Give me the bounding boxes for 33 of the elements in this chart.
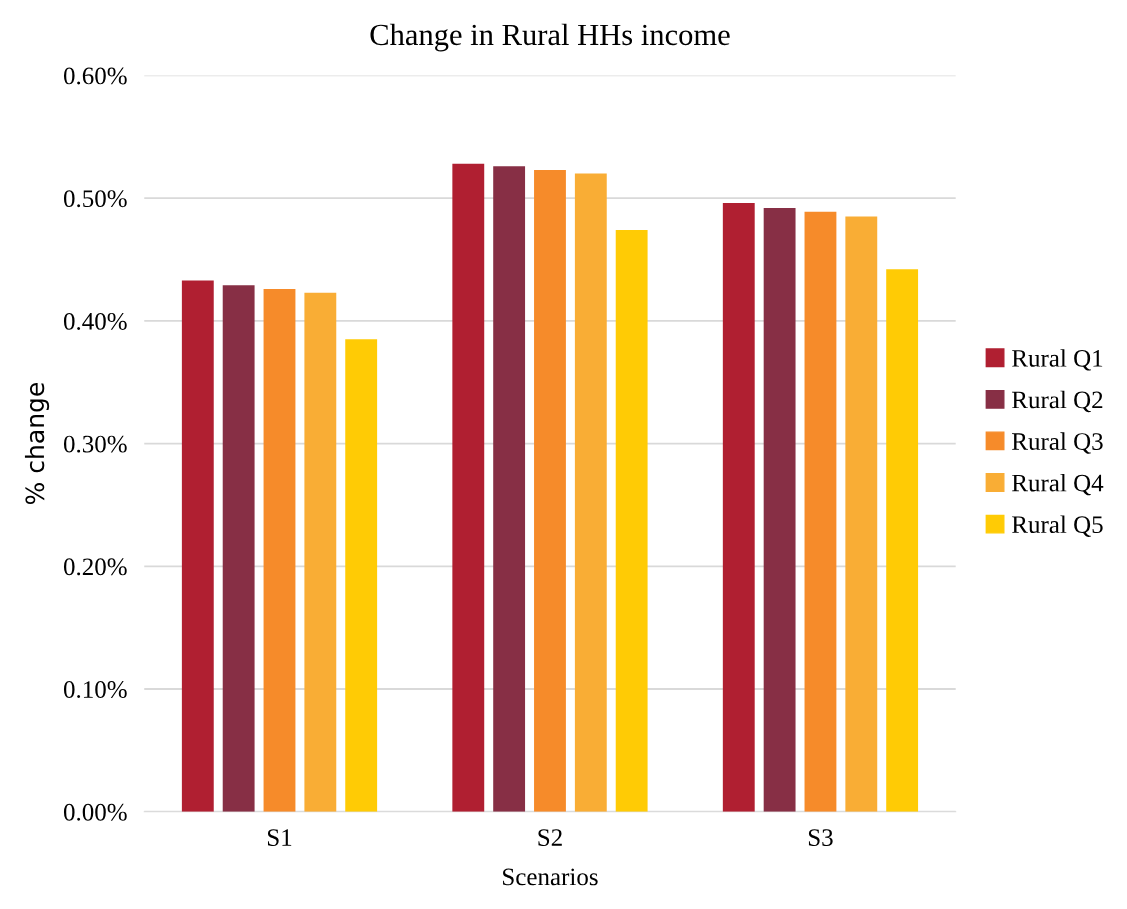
bar bbox=[804, 211, 837, 812]
bar bbox=[493, 166, 526, 812]
y-tick-label: 0.00% bbox=[63, 803, 127, 821]
bar bbox=[345, 339, 378, 812]
x-tick-label: S1 bbox=[267, 829, 292, 846]
x-axis-title: Scenarios bbox=[503, 868, 598, 886]
bar bbox=[452, 163, 485, 812]
y-tick-label: 0.10% bbox=[63, 681, 127, 699]
bar bbox=[615, 230, 648, 812]
bar bbox=[181, 280, 214, 812]
bar bbox=[845, 216, 878, 812]
bar bbox=[222, 285, 255, 812]
y-tick-label: 0.30% bbox=[63, 435, 127, 453]
legend-label: Rural Q1 bbox=[1012, 349, 1103, 371]
bar bbox=[886, 269, 919, 812]
bar bbox=[574, 173, 607, 812]
y-tick-label: 0.50% bbox=[63, 190, 127, 208]
legend-label: Rural Q3 bbox=[1012, 432, 1103, 454]
bar bbox=[263, 288, 296, 812]
y-axis-title: % change bbox=[24, 383, 50, 505]
bar bbox=[534, 169, 566, 812]
y-tick-label: 0.40% bbox=[63, 312, 127, 330]
x-tick-label: S3 bbox=[808, 829, 833, 846]
bar bbox=[763, 207, 796, 812]
legend-label: Rural Q4 bbox=[1012, 473, 1104, 496]
legend-label: Rural Q5 bbox=[1012, 515, 1103, 537]
x-tick-label: S2 bbox=[538, 829, 562, 846]
y-tick-label: 0.60% bbox=[63, 67, 127, 85]
chart-title: Change in Rural HHs income bbox=[370, 23, 730, 52]
bar bbox=[722, 203, 755, 812]
y-tick-label: 0.20% bbox=[63, 558, 127, 576]
legend-label: Rural Q2 bbox=[1012, 390, 1103, 413]
bar bbox=[304, 292, 337, 812]
